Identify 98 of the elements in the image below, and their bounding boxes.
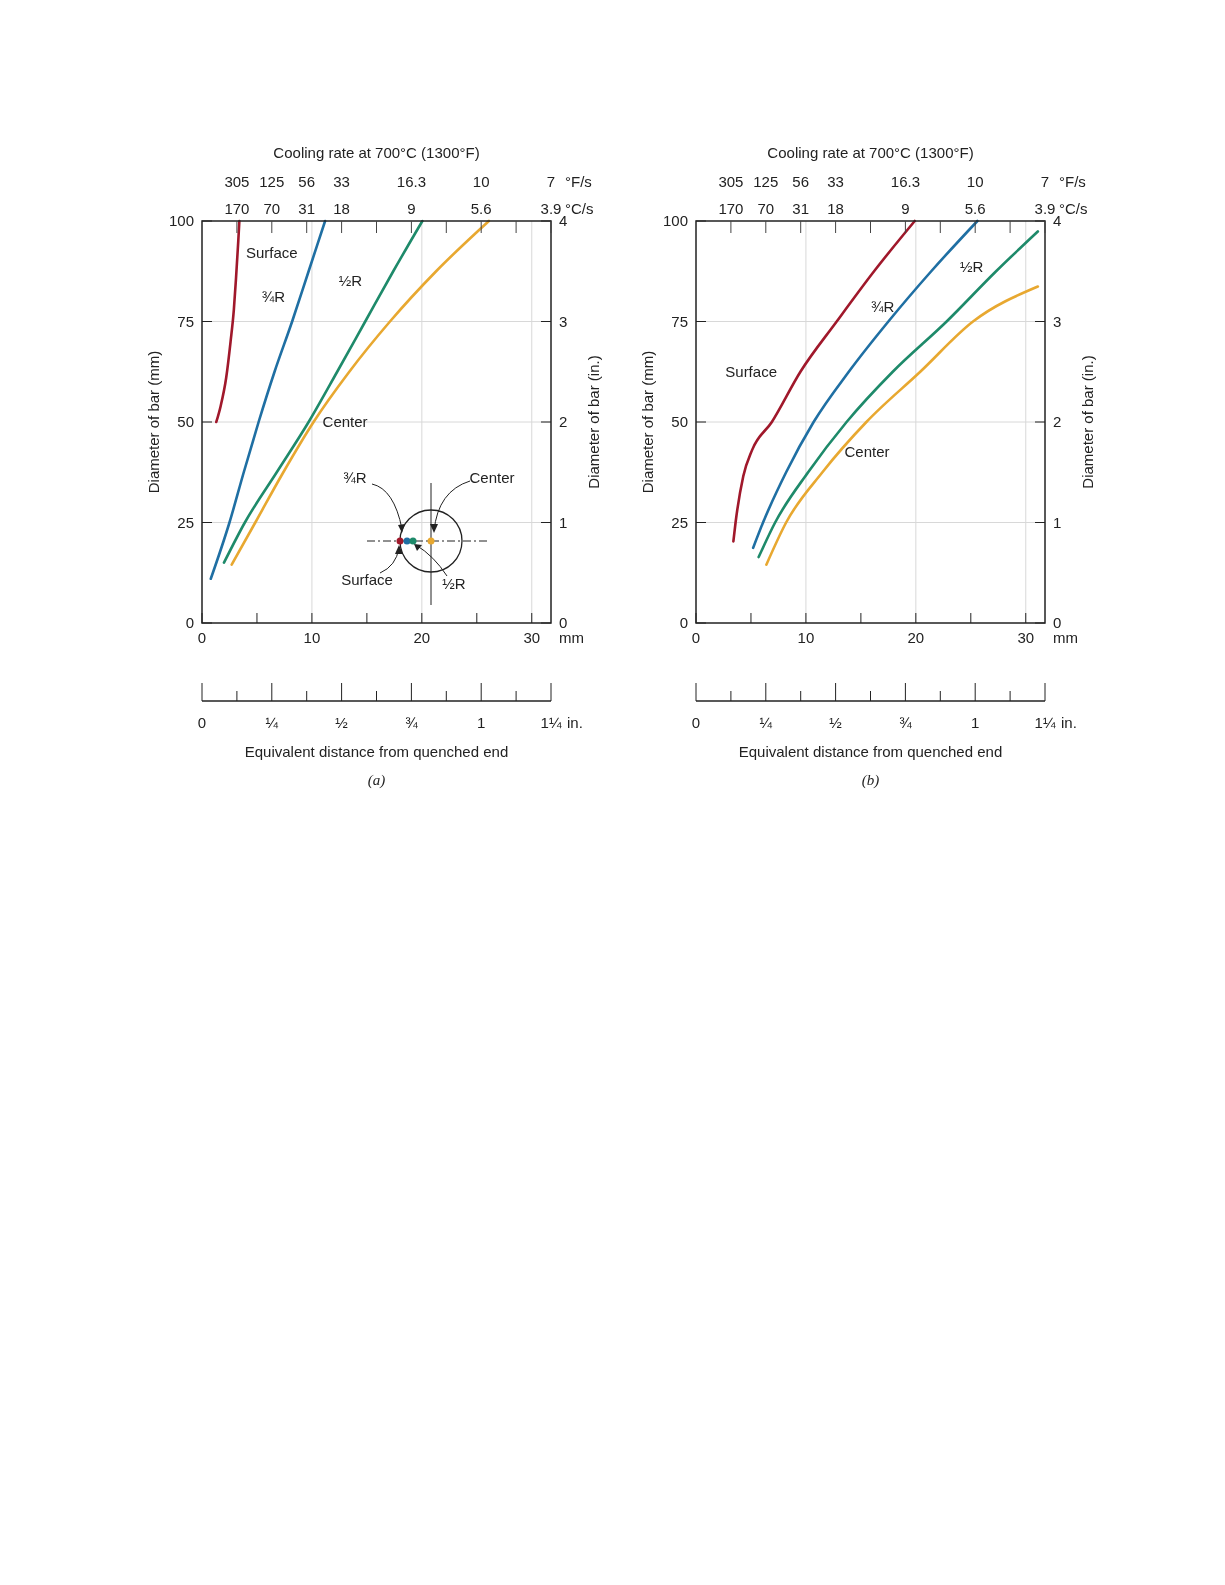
x-tick-label: 20 [907,629,925,646]
x-tick-label: 30 [1017,629,1035,646]
y-tick-label: 25 [671,513,688,531]
x2-tick-label: ¾ [405,714,419,731]
text: 9 [901,200,910,217]
y2-tick-label: 3 [559,312,568,330]
text: 70 [757,200,775,217]
text: 305 [718,173,744,190]
annotation: ¾R [343,469,367,486]
y2-tick-label: 2 [559,413,568,430]
series-label: Surface [245,244,298,262]
x-axis-title: Equivalent distance from quenched end [244,743,509,760]
text: °C/s [565,200,594,217]
x-tick-label: 0 [691,629,701,646]
y2-tick-label: 0 [1053,614,1062,631]
series-label: Center [844,443,890,461]
series-label: Center [322,413,368,430]
y-tick-label: 50 [177,413,194,430]
text: 18 [827,200,844,217]
series-label: ¾R [261,288,286,306]
text: 56 [792,173,810,190]
x-axis-title: Equivalent distance from quenched end [738,743,1003,760]
x2-tick-label: ½ [829,714,843,731]
y-axis-title: Diameter of bar (mm) [639,350,656,494]
text: 16.3 [890,173,920,190]
x-tick-label: 30 [523,629,541,646]
text: 10 [472,173,490,190]
y-tick-label: 75 [671,312,688,330]
x2-tick-label: ¼ [265,714,279,731]
x2-tick-label: 1¼ [540,714,562,731]
text: 18 [333,200,350,217]
text: 7 [546,173,556,190]
y2-axis-title: Diameter of bar (in.) [1079,355,1096,489]
series-label: Surface [725,363,777,381]
text: (b) [861,772,880,789]
x2-tick-label: 0 [691,714,701,731]
text: 125 [753,173,779,190]
text: in. [1061,714,1077,731]
text: °F/s [1059,173,1086,190]
x2-tick-label: 1 [971,714,980,731]
chart-title: Cooling rate at 700°C (1300°F) [767,144,974,161]
text: (a) [367,772,386,789]
y2-tick-label: 1 [559,513,568,531]
text: 9 [407,200,416,217]
x-tick-label: 0 [197,629,207,646]
text: 33 [333,173,350,190]
text: 305 [224,173,250,190]
x2-tick-label: ¼ [759,714,773,731]
annotation: Center [469,469,515,486]
text: 5.6 [964,200,986,217]
annotation: ½R [442,575,466,592]
y2-tick-label: 3 [1053,312,1062,330]
x2-tick-label: ¾ [899,714,913,731]
text: 170 [224,200,250,217]
text: °F/s [565,173,592,190]
x2-tick-label: 1 [477,714,486,731]
text: mm [559,629,584,646]
text: 10 [966,173,984,190]
text: 3.9 [1034,200,1056,217]
x-tick-label: 10 [797,629,815,646]
y2-tick-label: 0 [559,614,568,631]
series-label: ½R [960,257,984,275]
text: 7 [1040,173,1050,190]
y2-tick-label: 4 [559,212,568,229]
x-tick-label: 10 [303,629,321,646]
series-label: ¾R [871,298,895,316]
text: 3.9 [540,200,562,217]
series-label: ½R [338,272,363,290]
text: mm [1053,629,1078,646]
text: 170 [718,200,744,217]
x2-tick-label: 1¼ [1034,714,1056,731]
annotation: Surface [341,571,393,588]
y-tick-label: 100 [168,212,194,229]
text: 125 [259,173,285,190]
y-tick-label: 25 [177,513,194,531]
text: 56 [298,173,316,190]
x2-tick-label: ½ [335,714,349,731]
y-tick-label: 100 [662,212,688,229]
y2-axis-title: Diameter of bar (in.) [585,355,602,489]
text: 5.6 [470,200,492,217]
text: 33 [827,173,844,190]
text: in. [567,714,583,731]
y2-tick-label: 1 [1053,513,1062,531]
y2-tick-label: 4 [1053,212,1062,229]
text: 31 [792,200,810,217]
text: °C/s [1059,200,1088,217]
text: 70 [263,200,281,217]
y-tick-label: 0 [185,614,194,631]
chart-title: Cooling rate at 700°C (1300°F) [273,144,480,161]
y-tick-label: 75 [177,312,194,330]
x2-tick-label: 0 [197,714,207,731]
x-tick-label: 20 [413,629,431,646]
y-tick-label: 50 [671,413,688,430]
y2-tick-label: 2 [1053,413,1062,430]
y-tick-label: 0 [679,614,688,631]
y-axis-title: Diameter of bar (mm) [145,350,162,494]
text: 31 [298,200,316,217]
text: 16.3 [396,173,426,190]
